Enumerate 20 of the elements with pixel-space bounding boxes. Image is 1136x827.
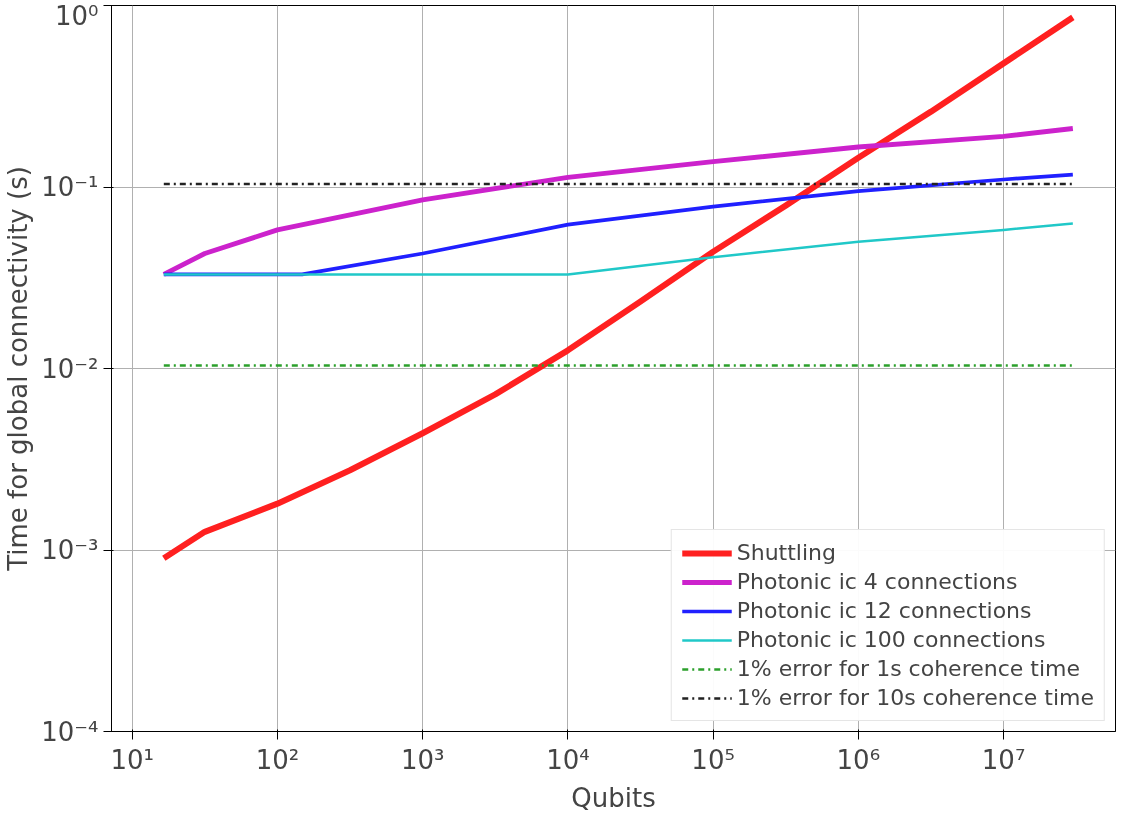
- y-tick-label: 10⁰: [54, 0, 99, 31]
- x-tick-label: 10²: [255, 744, 300, 775]
- x-tick-label: 10³: [400, 744, 445, 775]
- legend-label: 1% error for 1s coherence time: [736, 656, 1080, 681]
- x-tick-label: 10¹: [110, 744, 154, 775]
- x-tick-label: 10⁶: [836, 744, 881, 775]
- legend-label: Shuttling: [736, 540, 836, 565]
- y-tick-label: 10⁻¹: [41, 172, 99, 202]
- y-tick-label: 10⁻³: [41, 535, 99, 565]
- legend-label: Photonic ic 12 connections: [736, 598, 1032, 623]
- x-axis-title: Qubits: [571, 782, 656, 813]
- y-tick-label: 10⁻²: [41, 353, 99, 384]
- x-tick-label: 10⁵: [691, 744, 735, 775]
- x-tick-label: 10⁷: [981, 744, 1026, 775]
- legend-label: 1% error for 10s coherence time: [736, 685, 1094, 710]
- legend-label: Photonic ic 4 connections: [736, 569, 1018, 594]
- legend-label: Photonic ic 100 connections: [736, 627, 1046, 652]
- y-axis-title: Time for global connectivity (s): [3, 166, 34, 572]
- y-tick-label: 10⁻⁴: [41, 716, 99, 747]
- x-tick-label: 10⁴: [546, 744, 590, 775]
